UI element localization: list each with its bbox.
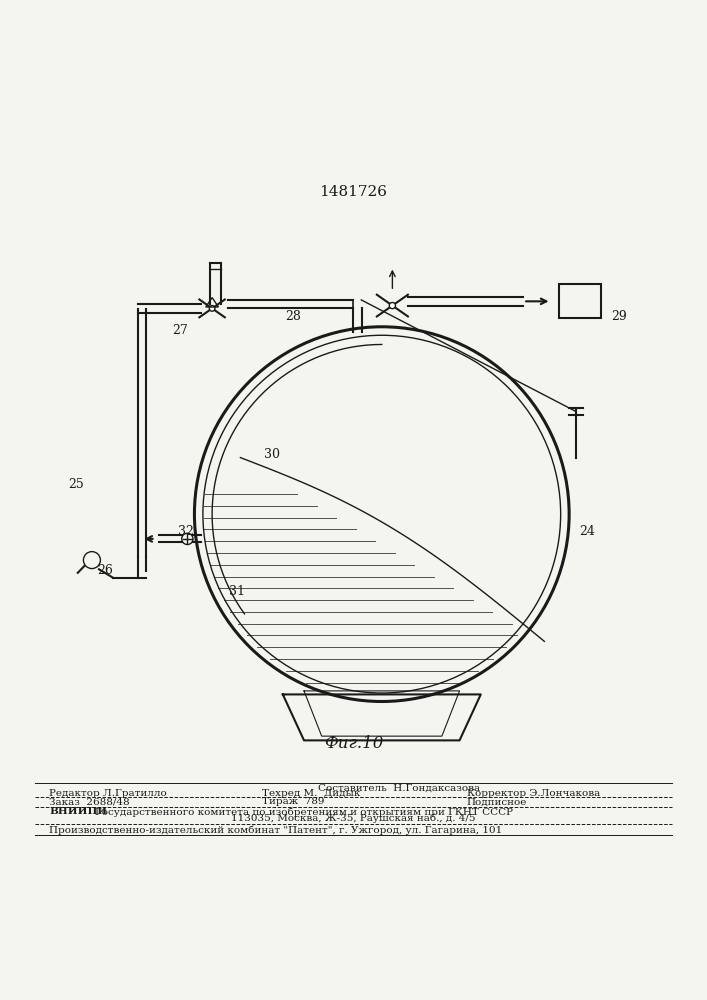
Text: 25: 25 — [69, 478, 84, 491]
Circle shape — [83, 552, 100, 569]
Text: 1481726: 1481726 — [320, 185, 387, 199]
Text: 32: 32 — [178, 525, 194, 538]
Text: 30: 30 — [264, 448, 280, 461]
Text: 24: 24 — [579, 525, 595, 538]
Text: 113035, Москва, Ж-35, Раушская наб., д. 4/5: 113035, Москва, Ж-35, Раушская наб., д. … — [231, 813, 476, 823]
Text: ВНИИПИ: ВНИИПИ — [49, 807, 107, 816]
Text: Производственно-издательский комбинат "Патент", г. Ужгород, ул. Гагарина, 101: Производственно-издательский комбинат "П… — [49, 825, 503, 835]
Text: Тираж  789: Тираж 789 — [262, 797, 324, 806]
Text: 28: 28 — [286, 310, 301, 323]
Text: Редактор Л.Гратилло: Редактор Л.Гратилло — [49, 789, 168, 798]
Text: 26: 26 — [97, 564, 112, 577]
Circle shape — [182, 533, 193, 545]
Text: 31: 31 — [229, 585, 245, 598]
Text: Государственного комитета по изобретениям и открытиям при ГКНТ СССР: Государственного комитета по изобретения… — [95, 807, 513, 817]
Circle shape — [209, 306, 215, 311]
Text: Подписное: Подписное — [467, 797, 527, 806]
Circle shape — [390, 302, 395, 309]
Text: Корректор Э.Лончакова: Корректор Э.Лончакова — [467, 789, 600, 798]
Text: Техред М.  Дидык: Техред М. Дидык — [262, 789, 360, 798]
Text: 29: 29 — [611, 310, 626, 323]
Text: Составитель  Н.Гондаксазова: Составитель Н.Гондаксазова — [318, 783, 480, 792]
Text: Фиг.10: Фиг.10 — [324, 735, 383, 752]
Text: Заказ  2688/48: Заказ 2688/48 — [49, 797, 130, 806]
Text: 27: 27 — [173, 324, 188, 337]
